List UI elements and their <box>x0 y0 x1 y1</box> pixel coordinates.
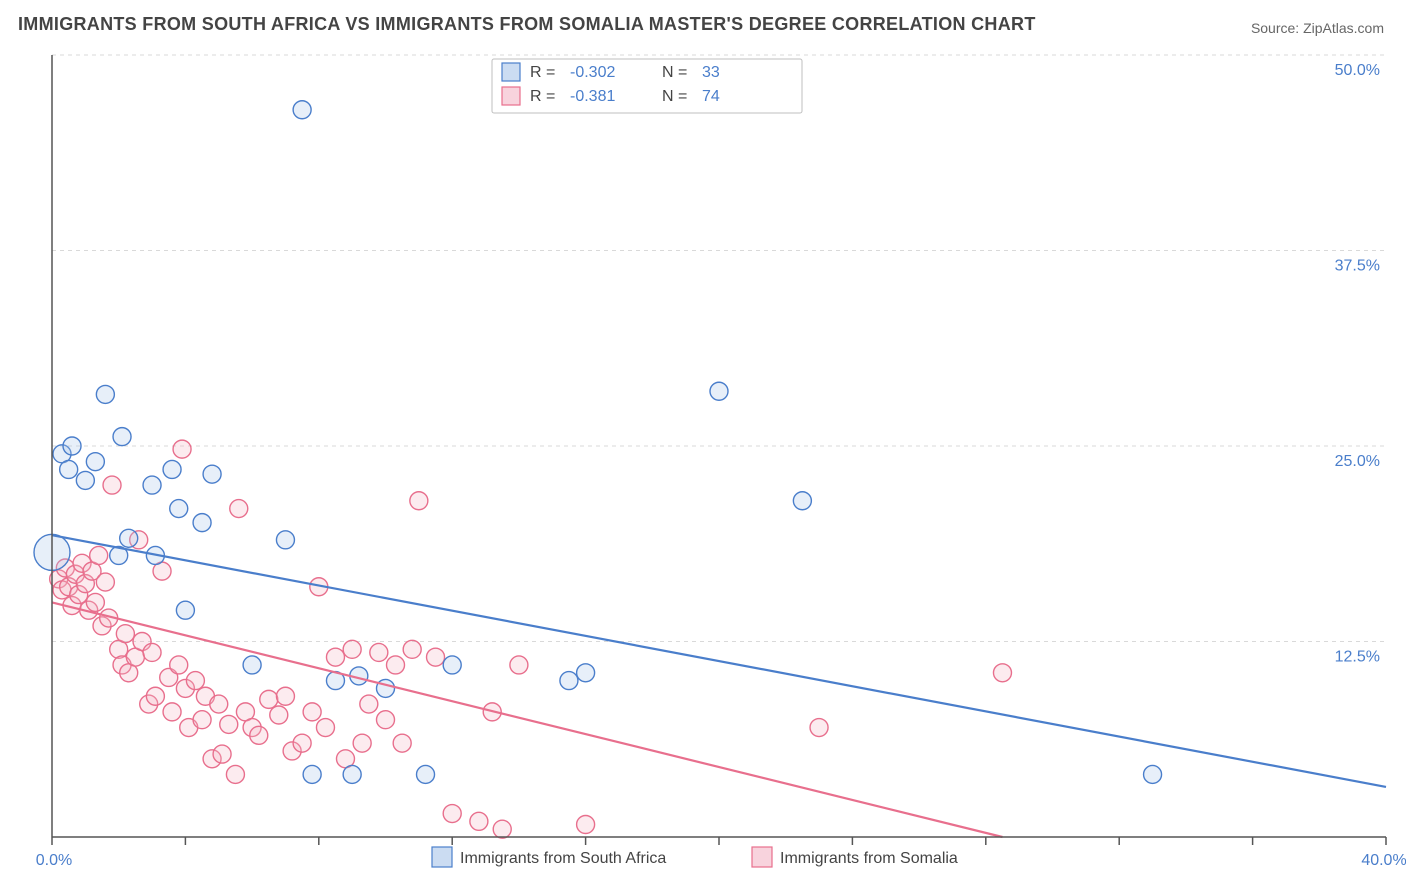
svg-text:25.0%: 25.0% <box>1335 453 1380 470</box>
svg-text:R =: R = <box>530 88 555 105</box>
svg-text:Immigrants from South Africa: Immigrants from South Africa <box>460 850 666 867</box>
svg-text:N =: N = <box>662 88 687 105</box>
svg-text:12.5%: 12.5% <box>1335 649 1380 666</box>
scatter-plot: 12.5%25.0%37.5%50.0% 0.0%40.0% R =-0.302… <box>52 55 1386 837</box>
svg-text:0.0%: 0.0% <box>36 852 72 869</box>
svg-text:40.0%: 40.0% <box>1361 852 1406 869</box>
svg-text:-0.381: -0.381 <box>570 88 615 105</box>
svg-text:37.5%: 37.5% <box>1335 258 1380 275</box>
svg-text:50.0%: 50.0% <box>1335 62 1380 79</box>
correlation-legend: R = -0.302 N = 33 R = -0.381 N = 74 <box>492 59 802 113</box>
svg-text:74: 74 <box>702 88 720 105</box>
svg-text:R =: R = <box>530 64 555 81</box>
svg-text:N =: N = <box>662 64 687 81</box>
source-label: Source: ZipAtlas.com <box>1251 20 1384 36</box>
svg-text:-0.302: -0.302 <box>570 64 615 81</box>
series-legend: Immigrants from South Africa Immigrants f… <box>432 847 958 867</box>
svg-text:33: 33 <box>702 64 720 81</box>
chart-title: IMMIGRANTS FROM SOUTH AFRICA VS IMMIGRAN… <box>18 14 1036 35</box>
svg-text:Immigrants from Somalia: Immigrants from Somalia <box>780 850 958 867</box>
